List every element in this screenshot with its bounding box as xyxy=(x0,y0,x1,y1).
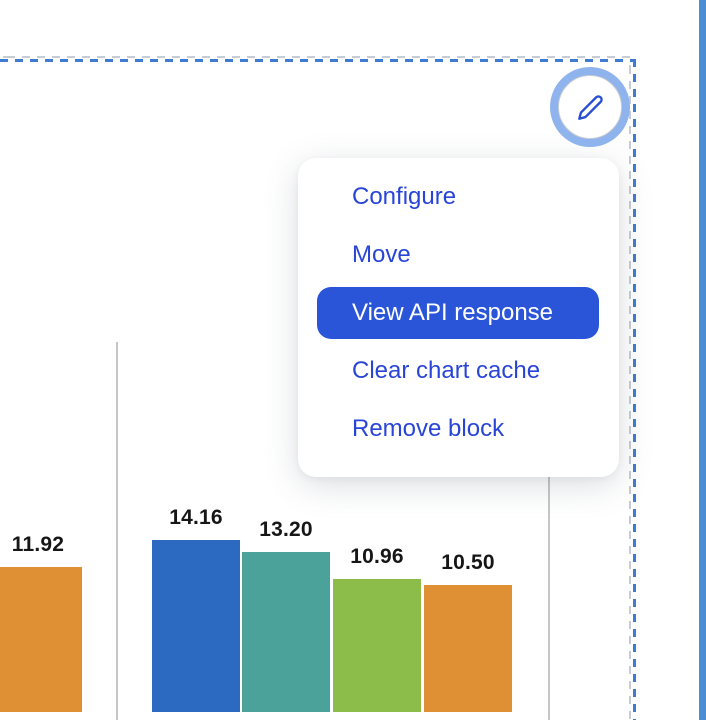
bar-value-label: 11.92 xyxy=(11,533,65,556)
menu-item-remove-block[interactable]: Remove block xyxy=(352,415,505,442)
menu-item-view-api-response[interactable]: View API response xyxy=(317,287,599,339)
bar-value-label: 14.16 xyxy=(169,506,223,529)
selection-border-top xyxy=(0,59,634,62)
menu-item-configure[interactable]: Configure xyxy=(352,183,457,210)
bar-value-label: 13.20 xyxy=(259,518,313,541)
bar[interactable] xyxy=(333,579,421,712)
selection-border-right-shadow xyxy=(629,59,631,720)
bar[interactable] xyxy=(152,540,240,712)
chart-gridline xyxy=(116,342,118,720)
selection-border-top-shadow xyxy=(0,56,634,58)
pencil-icon xyxy=(558,75,622,139)
bar-value-label: 10.96 xyxy=(350,545,404,568)
bar[interactable] xyxy=(242,552,330,712)
selection-border-right xyxy=(633,59,636,720)
chart-gridline xyxy=(548,342,550,720)
block-context-menu: Configure Move View API response Clear c… xyxy=(298,158,619,477)
page-edge-strip xyxy=(699,0,706,720)
bar[interactable] xyxy=(424,585,512,712)
bar-value-label: 10.50 xyxy=(441,551,495,574)
menu-item-move[interactable]: Move xyxy=(352,241,411,268)
bar[interactable] xyxy=(0,567,82,712)
edit-block-button[interactable] xyxy=(550,67,630,147)
menu-item-clear-chart-cache[interactable]: Clear chart cache xyxy=(352,357,541,384)
